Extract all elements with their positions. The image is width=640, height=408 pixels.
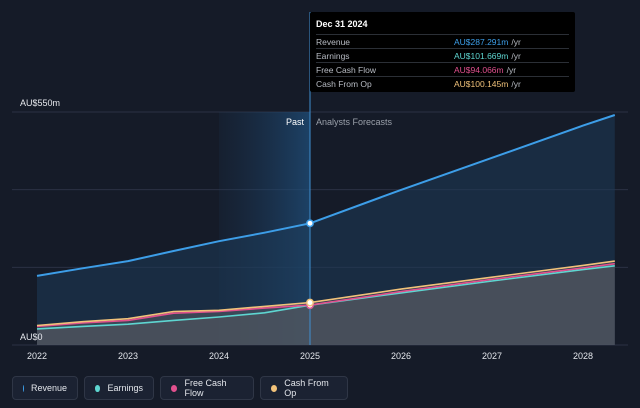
- x-tick-label: 2024: [209, 351, 229, 361]
- tooltip-row-unit: /yr: [506, 64, 517, 75]
- forecast-label: Analysts Forecasts: [316, 117, 393, 127]
- legend-label: Revenue: [30, 383, 67, 393]
- legend-item-cash-from-op[interactable]: Cash From Op: [260, 376, 348, 400]
- legend-dot-icon: [171, 384, 178, 392]
- legend-label: Earnings: [107, 383, 143, 393]
- tooltip-row-value: AU$94.066m: [454, 64, 504, 75]
- marker-cash-from-op[interactable]: [306, 298, 314, 307]
- tooltip-row-value: AU$100.145m: [454, 78, 509, 89]
- tooltip-row-label: Cash From Op: [316, 78, 372, 89]
- legend: Revenue Earnings Free Cash Flow Cash From O…: [12, 376, 348, 400]
- tooltip-row-unit: /yr: [511, 50, 521, 61]
- tooltip-row-unit: /yr: [511, 78, 521, 89]
- legend-dot-icon: [23, 384, 24, 392]
- legend-dot-icon: [95, 384, 101, 392]
- y-axis-bottom-label: AU$0: [20, 332, 43, 342]
- tooltip-row-value: AU$287.291m: [454, 36, 509, 47]
- marker-revenue[interactable]: [306, 219, 314, 228]
- legend-item-free-cash-flow[interactable]: Free Cash Flow: [160, 376, 254, 400]
- tooltip-row-label: Earnings: [316, 50, 350, 61]
- legend-dot-icon: [271, 384, 278, 392]
- legend-label: Cash From Op: [284, 378, 329, 398]
- x-tick-label: 2028: [573, 351, 593, 361]
- tooltip-row: Earnings AU$101.669m/yr: [316, 48, 569, 62]
- tooltip-row-label: Revenue: [316, 36, 351, 47]
- line-revenue: [36, 114, 616, 277]
- y-axis-top-label: AU$550m: [20, 98, 60, 108]
- tooltip-date: Dec 31 2024: [316, 19, 368, 29]
- x-tick-label: 2023: [118, 351, 138, 361]
- tooltip: Dec 31 2024 Revenue AU$287.291m/yr Earning…: [310, 12, 575, 92]
- area-earnings: [37, 265, 615, 345]
- x-tick-label: 2025: [300, 351, 320, 361]
- line-free-cash-flow: [36, 262, 615, 328]
- tooltip-row-label: Free Cash Flow: [316, 64, 376, 75]
- tooltip-row: Free Cash Flow AU$94.066m/yr: [316, 62, 569, 76]
- line-earnings: [36, 265, 615, 330]
- tooltip-row-value: AU$101.669m: [454, 50, 509, 61]
- x-tick-label: 2027: [482, 351, 502, 361]
- tooltip-row: Cash From Op AU$100.145m/yr: [316, 76, 569, 90]
- line-cash-from-op: [36, 260, 615, 327]
- legend-label: Free Cash Flow: [184, 378, 227, 398]
- tooltip-row-unit: /yr: [511, 36, 521, 47]
- x-tick-label: 2022: [27, 351, 47, 361]
- past-label: Past: [286, 117, 305, 127]
- legend-item-revenue[interactable]: Revenue: [12, 376, 78, 400]
- x-tick-label: 2026: [391, 351, 411, 361]
- legend-item-earnings[interactable]: Earnings: [84, 376, 154, 400]
- tooltip-row: Revenue AU$287.291m/yr: [316, 34, 569, 48]
